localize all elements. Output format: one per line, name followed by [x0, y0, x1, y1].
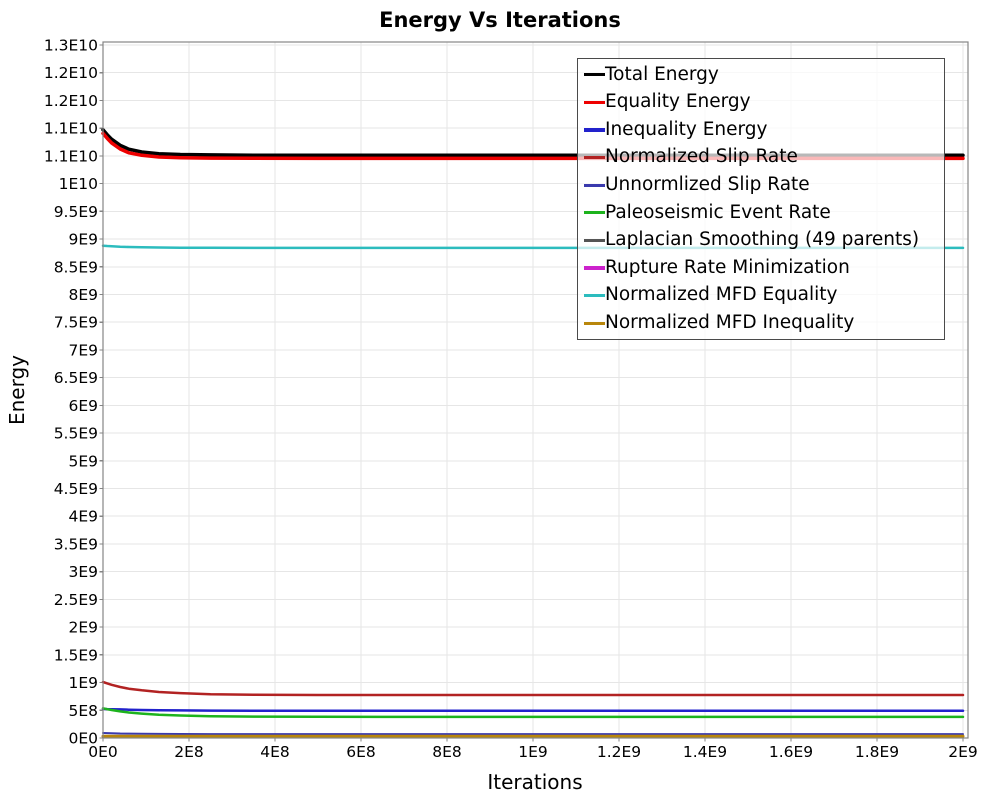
legend-swatch: [584, 73, 605, 77]
legend-item: Normalized MFD Equality: [584, 282, 944, 309]
legend-item: Total Energy: [584, 61, 944, 88]
y-tick-label: 8E9: [68, 286, 98, 304]
legend-item-label: Inequality Energy: [605, 118, 768, 140]
chart-title: Energy Vs Iterations: [379, 8, 621, 32]
y-tick-label: 4.5E9: [54, 480, 98, 498]
series-line-normalized-slip-rate: [101, 680, 965, 697]
y-tick-label: 1.1E10: [44, 120, 98, 138]
y-tick-label: 7E9: [68, 341, 98, 359]
y-tick-label: 1.2E10: [44, 92, 98, 110]
legend-swatch: [584, 238, 605, 242]
series-line-paleoseismic-event-rate: [101, 707, 965, 719]
y-tick-label: 5E9: [68, 452, 98, 470]
y-axis-title: Energy: [5, 355, 29, 425]
y-tick-label: 9.5E9: [54, 203, 98, 221]
legend-swatch: [584, 321, 605, 325]
y-tick-label: 1.2E10: [44, 64, 98, 82]
legend-item-label: Normalized MFD Equality: [605, 284, 838, 306]
legend-item-label: Normalized Slip Rate: [605, 146, 798, 168]
y-tick-label: 2.5E9: [54, 591, 98, 609]
y-tick-label: 1.3E10: [44, 37, 98, 55]
y-tick-label: 8.5E9: [54, 258, 98, 276]
legend-item-label: Rupture Rate Minimization: [605, 256, 850, 278]
x-tick-label: 2E9: [948, 743, 978, 761]
y-tick-label: 9E9: [68, 231, 98, 249]
legend-swatch: [584, 293, 605, 298]
x-tick-label: 2E8: [174, 743, 204, 761]
legend-swatch: [584, 266, 605, 270]
x-tick-label: 1E9: [518, 743, 548, 761]
legend-item-label: Total Energy: [605, 63, 719, 85]
y-tick-label: 7.5E9: [54, 314, 98, 332]
x-tick-label: 1.2E9: [597, 743, 641, 761]
legend-item: Normalized Slip Rate: [584, 144, 944, 171]
legend-item-label: Paleoseismic Event Rate: [605, 201, 831, 223]
plot-border: [102, 41, 969, 739]
x-tick-label: 0E0: [88, 743, 118, 761]
legend-item-label: Unnormlized Slip Rate: [605, 173, 810, 195]
y-tick-label: 3E9: [68, 563, 98, 581]
y-tick-label: 5.5E9: [54, 425, 98, 443]
legend-item: Equality Energy: [584, 89, 944, 116]
series-line-inequality-energy: [101, 707, 965, 713]
x-tick-label: 1.6E9: [769, 743, 813, 761]
y-tick-label: 1.5E9: [54, 646, 98, 664]
x-axis-title: Iterations: [487, 770, 582, 794]
legend-item: Inequality Energy: [584, 116, 944, 143]
legend-swatch: [584, 100, 605, 104]
x-tick-label: 6E8: [346, 743, 376, 761]
legend-item: Paleoseismic Event Rate: [584, 199, 944, 226]
legend-item-label: Equality Energy: [605, 91, 751, 113]
legend-box: Total Energy Equality Energy Inequality En…: [577, 58, 945, 340]
legend-swatch: [584, 128, 605, 132]
y-tick-label: 1.1E10: [44, 147, 98, 165]
legend-item: Unnormlized Slip Rate: [584, 172, 944, 199]
x-tick-label: 8E8: [432, 743, 462, 761]
x-tick-label: 1.8E9: [855, 743, 899, 761]
y-tick-label: 2E9: [68, 619, 98, 637]
x-tick-label: 1.4E9: [683, 743, 727, 761]
y-tick-label: 6E9: [68, 397, 98, 415]
legend-swatch: [584, 211, 605, 215]
y-tick-label: 6.5E9: [54, 369, 98, 387]
y-tick-label: 1E10: [59, 175, 98, 193]
y-tick-label: 5E8: [68, 702, 98, 720]
y-tick-label: 1E9: [68, 674, 98, 692]
legend-swatch: [584, 183, 605, 187]
y-tick-label: 3.5E9: [54, 535, 98, 553]
legend-item: Normalized MFD Inequality: [584, 310, 944, 337]
series-line-unnormlized-slip-rate: [102, 732, 964, 736]
legend-item: Laplacian Smoothing (49 parents): [584, 227, 944, 254]
y-tick-label: 4E9: [68, 508, 98, 526]
legend-item: Rupture Rate Minimization: [584, 254, 944, 281]
legend-item-label: Normalized MFD Inequality: [605, 311, 855, 333]
y-tick-label: 0E0: [68, 730, 98, 748]
legend-item-label: Laplacian Smoothing (49 parents): [605, 229, 920, 251]
legend-swatch: [584, 155, 605, 160]
x-tick-label: 4E8: [260, 743, 290, 761]
tick-label-layer: 0E0 2E8 4E8 6E8 8E8 1E9 1.2E9 1.4E9 1.6E9 1.8E9 2E…: [44, 37, 978, 762]
